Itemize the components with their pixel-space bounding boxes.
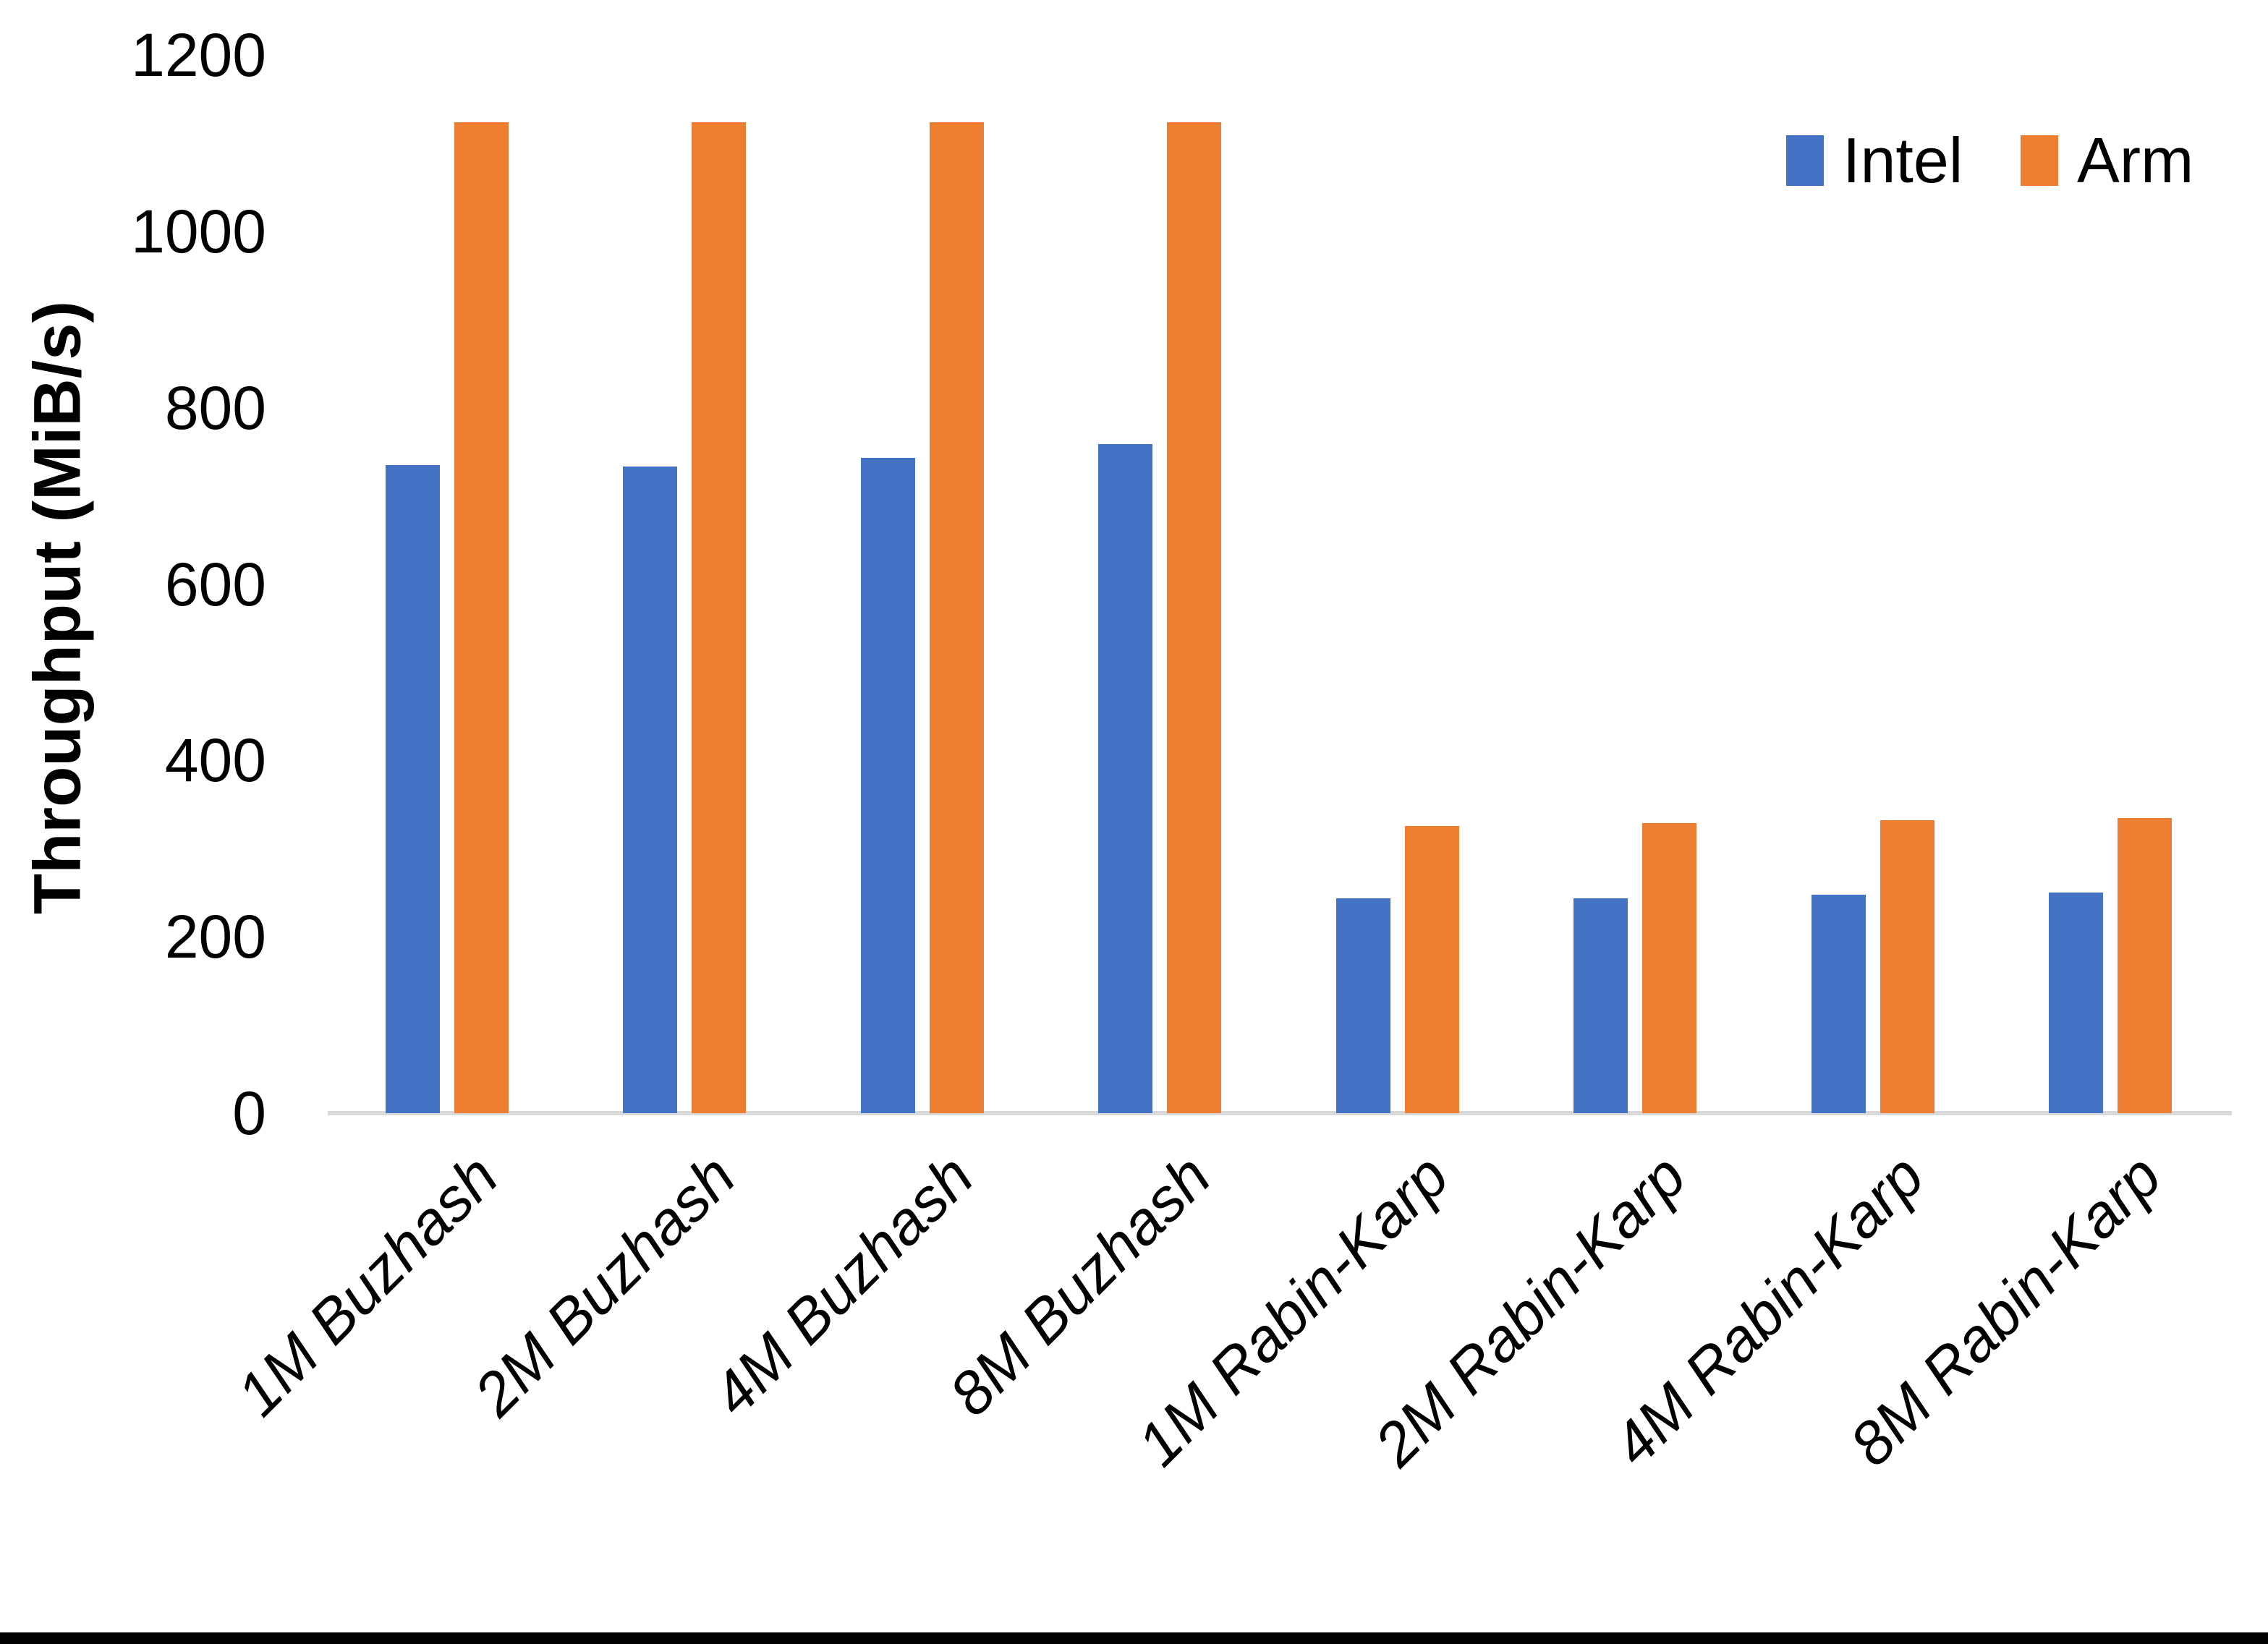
legend-label-intel: Intel	[1843, 124, 1963, 196]
bar-intel-8m-rabin-karp	[2049, 893, 2103, 1113]
bar-arm-4m-rabin-karp	[1880, 820, 1934, 1113]
y-tick-label-400: 400	[164, 726, 266, 795]
bar-intel-8m-buzhash	[1098, 444, 1152, 1113]
legend-swatch-icon-intel	[1786, 135, 1824, 186]
x-axis-line	[328, 1111, 2232, 1115]
y-axis-title: Throughput (MiB/s)	[20, 300, 95, 915]
legend-swatch-icon-arm	[2021, 135, 2058, 186]
y-tick-label-1200: 1200	[131, 21, 266, 89]
bar-intel-4m-rabin-karp	[1812, 895, 1866, 1113]
bar-intel-2m-buzhash	[623, 467, 677, 1113]
bar-intel-1m-buzhash	[386, 465, 440, 1113]
bar-intel-1m-rabin-karp	[1336, 898, 1390, 1113]
y-tick-label-200: 200	[164, 903, 266, 971]
bar-intel-2m-rabin-karp	[1573, 898, 1628, 1113]
bar-arm-4m-buzhash	[930, 122, 984, 1113]
legend-item-arm: Arm	[2021, 129, 2193, 192]
bar-arm-8m-rabin-karp	[2118, 818, 2172, 1113]
y-tick-label-600: 600	[164, 550, 266, 618]
legend-item-intel: Intel	[1786, 129, 1963, 192]
bar-arm-2m-buzhash	[692, 122, 746, 1113]
bar-intel-4m-buzhash	[861, 458, 915, 1113]
bar-arm-2m-rabin-karp	[1642, 823, 1696, 1113]
y-tick-label-1000: 1000	[131, 197, 266, 265]
bar-arm-1m-buzhash	[454, 122, 509, 1113]
bottom-border	[0, 1632, 2268, 1644]
bar-arm-1m-rabin-karp	[1405, 826, 1459, 1113]
legend-label-arm: Arm	[2077, 124, 2194, 196]
bar-arm-8m-buzhash	[1167, 122, 1221, 1113]
y-tick-label-0: 0	[232, 1079, 266, 1147]
y-tick-label-800: 800	[164, 373, 266, 442]
